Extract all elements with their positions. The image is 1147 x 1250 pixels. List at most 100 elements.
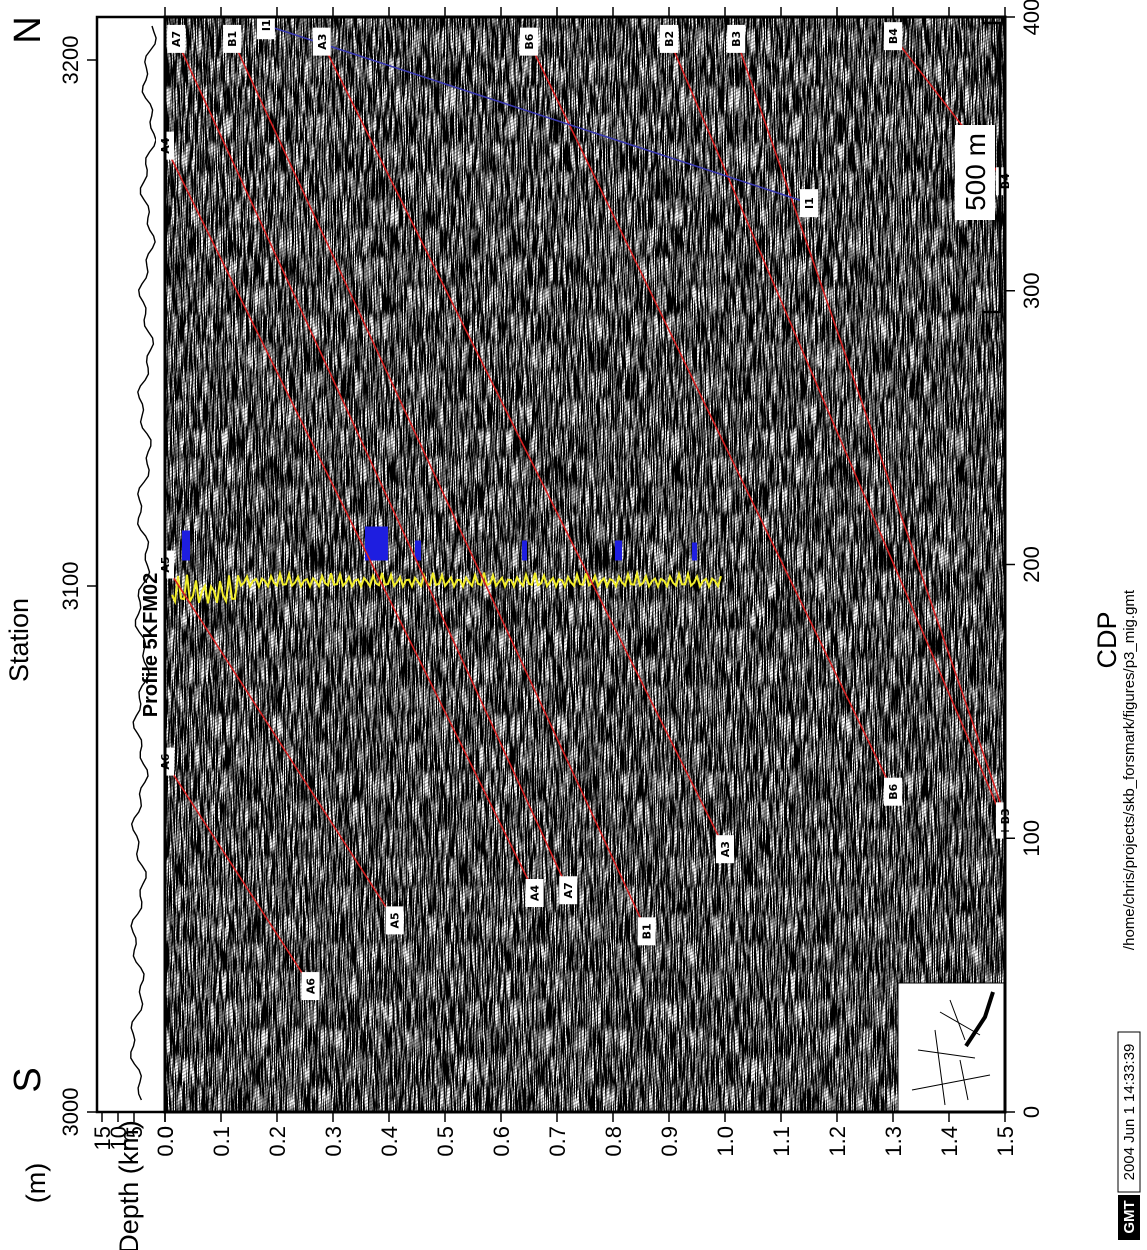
depth-axis-title: Depth (km) — [114, 1120, 144, 1250]
reflector-a3 — [321, 41, 726, 850]
depth-tick-label: 1.1 — [769, 1126, 794, 1157]
reflector-label-text: I1 — [803, 197, 816, 209]
reflector-label-a3-top: A3 — [312, 27, 331, 56]
reflector-i1 — [265, 24, 810, 204]
seismic-trace-lines — [165, 17, 1005, 1112]
well-log — [171, 526, 722, 606]
reflector-label-a7-top: A7 — [167, 24, 186, 53]
location-inset — [897, 982, 1006, 1113]
cdp-tick-label: 0 — [1019, 1106, 1044, 1118]
depth-tick-label: 1.2 — [825, 1126, 850, 1157]
depth-tick-label: 0.9 — [657, 1126, 682, 1157]
reflector-label-text: A3 — [719, 841, 732, 857]
gmt-logo: GMT — [1121, 1200, 1138, 1233]
depth-tick-label: 0.0 — [153, 1126, 178, 1157]
reflector-label-a3-bottom: A3 — [716, 835, 734, 864]
elevation-profile-line — [130, 25, 157, 1101]
depth-tick-label: 0.3 — [321, 1126, 346, 1157]
reflector-label-text: B4 — [887, 28, 900, 44]
reflector-label-b6-top: B6 — [520, 27, 538, 56]
well-log-block — [692, 542, 697, 561]
reflector-label-a4-bottom: A4 — [525, 879, 544, 907]
scale-bar: 500 m — [955, 21, 1002, 314]
reflector-b2 — [668, 38, 1006, 825]
cdp-tick-label: 200 — [1019, 546, 1044, 583]
elevation-tick-label: 5 — [122, 1126, 147, 1138]
file-path: /home/chris/projects/skb_forsmark/figure… — [1121, 589, 1138, 950]
cdp-axis-title: CDP — [1092, 611, 1122, 668]
timestamp: 2004 Jun 1 14:33:39 — [1121, 1044, 1138, 1181]
reflector-label-text: A4 — [529, 885, 542, 902]
station-tick-label: 3100 — [58, 562, 83, 611]
reflector-a4 — [164, 145, 536, 894]
reflector-label-text: B1 — [641, 923, 654, 939]
reflector-a5 — [164, 564, 396, 921]
depth-tick-label: 0.6 — [489, 1126, 514, 1157]
reflector-label-b6-bottom: B6 — [884, 777, 902, 806]
well-log-trace — [171, 569, 722, 606]
reflector-label-text: I1 — [260, 19, 273, 31]
reflector-label-b1-top: B1 — [223, 24, 242, 53]
elevation-tick-label: 0 — [153, 1126, 178, 1138]
profile-location-marker — [964, 991, 995, 1048]
reflector-label-a7-bottom: A7 — [559, 876, 578, 905]
well-log-block — [415, 540, 421, 561]
reflector-label-a6-bottom: A6 — [301, 972, 320, 1001]
elevation-tick-label: 10 — [106, 1126, 131, 1150]
reflector-label-text: A7 — [170, 31, 183, 47]
reflector-a7 — [175, 38, 569, 891]
reflector-label-text: B6 — [887, 783, 900, 799]
station-axis-title: Station — [4, 598, 34, 682]
axes: 0.0 0.1 0.2 0.3 0.4 0.5 0.6 0.7 0.8 0.9 1.0 1.1 1.2 1… — [58, 0, 1044, 1157]
well-log-block — [365, 526, 388, 561]
reflector-label-text: B6 — [523, 33, 536, 49]
elevation-panel — [95, 15, 167, 1114]
reflector-label-b2-top: B2 — [660, 24, 678, 53]
depth-tick-label: 1.5 — [993, 1126, 1018, 1157]
footer-stamp: GMT 2004 Jun 1 14:33:39 /home/chris/proj… — [1117, 589, 1141, 1240]
depth-tick-label: 1.3 — [881, 1126, 906, 1157]
cdp-tick-label: 400 — [1019, 0, 1044, 35]
scale-bar-label: 500 m — [960, 133, 991, 211]
depth-tick-label: 1.4 — [937, 1126, 962, 1157]
well-log-block — [182, 530, 190, 561]
reflector-label-text: A5 — [389, 912, 402, 928]
reflector-label-b1-bottom: B1 — [637, 917, 656, 946]
reflector-label-a5-bottom: A5 — [385, 906, 404, 935]
reflector-label-text: A3 — [316, 34, 329, 50]
well-log-block — [615, 540, 622, 561]
south-label: S — [7, 1067, 49, 1092]
reflector-label-i1-bottom: I1 — [800, 189, 818, 218]
station-tick-label: 3200 — [58, 36, 83, 85]
cdp-tick-label: 300 — [1019, 272, 1044, 309]
reflector-label-b4-top: B4 — [884, 22, 902, 51]
reflector-label-text: A7 — [562, 882, 575, 898]
cdp-tick-label: 100 — [1019, 820, 1044, 857]
reflector-label-text: B1 — [226, 31, 239, 47]
reflector-label-b3-top: B3 — [727, 24, 746, 53]
reflector-b3 — [735, 38, 1006, 817]
gmt-logo-box — [1118, 1195, 1140, 1240]
well-label: Profile 5KFM02 — [140, 573, 162, 717]
reflector-b1 — [231, 38, 648, 932]
reflector-label-text: A6 — [305, 978, 318, 995]
depth-tick-label: 1.0 — [713, 1126, 738, 1157]
reflector-lines — [164, 24, 1006, 987]
elevation-tick-label: 15 — [90, 1126, 115, 1150]
reflector-label-text: B2 — [663, 31, 676, 47]
depth-tick-label: 0.8 — [601, 1126, 626, 1157]
depth-tick-label: 0.4 — [377, 1126, 402, 1157]
reflector-label-i1-top: I1 — [256, 11, 275, 40]
reflector-label-text: B3 — [730, 31, 743, 47]
depth-tick-label: 0.7 — [545, 1126, 570, 1157]
elevation-axis-title: (m) — [21, 1163, 51, 1203]
north-label: N — [7, 16, 49, 43]
reflector-b6 — [528, 41, 894, 793]
reflector-a6 — [164, 761, 312, 987]
depth-tick-label: 0.5 — [433, 1126, 458, 1157]
station-tick-label: 3000 — [58, 1088, 83, 1137]
depth-tick-label: 0.1 — [209, 1126, 234, 1157]
well-log-block — [522, 540, 527, 561]
depth-tick-label: 0.2 — [265, 1126, 290, 1157]
